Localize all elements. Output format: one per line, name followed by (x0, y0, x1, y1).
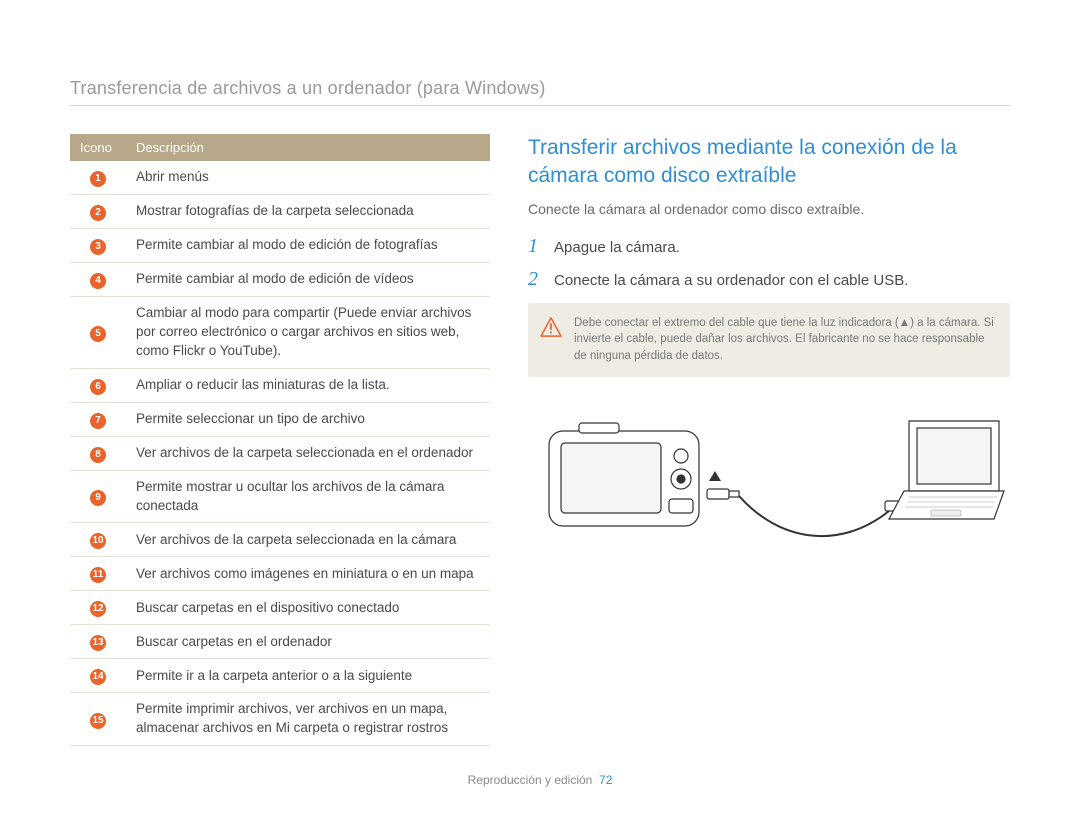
table-row: 14 Permite ir a la carpeta anterior o a l… (70, 659, 490, 693)
row-icon-cell: 4 (70, 263, 126, 297)
row-desc-cell: Permite imprimir archivos, ver archivos … (126, 693, 490, 746)
row-icon-cell: 2 (70, 195, 126, 229)
table-row: 8 Ver archivos de la carpeta seleccionada… (70, 436, 490, 470)
step-item: 2 Conecte la cámara a su ordenador con el… (528, 268, 1010, 291)
number-badge-icon: 13 (90, 635, 106, 651)
row-desc-cell: Buscar carpetas en el dispositivo conect… (126, 591, 490, 625)
row-desc-cell: Mostrar fotografías de la carpeta selecc… (126, 195, 490, 229)
number-badge-icon: 14 (90, 669, 106, 685)
table-row: 10 Ver archivos de la carpeta seleccionad… (70, 523, 490, 557)
row-icon-cell: 12 (70, 591, 126, 625)
row-desc-cell: Permite ir a la carpeta anterior o a la … (126, 659, 490, 693)
table-row: 11 Ver archivos como imágenes en miniatur… (70, 557, 490, 591)
row-desc-cell: Permite cambiar al modo de edición de fo… (126, 229, 490, 263)
number-badge-icon: 10 (90, 533, 106, 549)
row-desc-cell: Ver archivos como imágenes en miniatura … (126, 557, 490, 591)
number-badge-icon: 11 (90, 567, 106, 583)
footer-page-number: 72 (599, 773, 612, 787)
warning-icon (540, 317, 562, 337)
row-icon-cell: 11 (70, 557, 126, 591)
table-row: 2 Mostrar fotografías de la carpeta selec… (70, 195, 490, 229)
warning-text: Debe conectar el extremo del cable que t… (574, 315, 994, 365)
left-column: Icono Descripción 1 Abrir menús 2 Mostrar f… (70, 134, 490, 746)
row-desc-cell: Ver archivos de la carpeta seleccionada … (126, 523, 490, 557)
steps-list: 1 Apague la cámara. 2 Conecte la cámara a s… (528, 235, 1010, 291)
footer-section: Reproducción y edición (468, 773, 593, 787)
step-number: 1 (528, 235, 544, 258)
number-badge-icon: 8 (90, 447, 106, 463)
table-row: 6 Ampliar o reducir las miniaturas de la … (70, 368, 490, 402)
number-badge-icon: 15 (90, 713, 106, 729)
row-desc-cell: Permite seleccionar un tipo de archivo (126, 402, 490, 436)
row-desc-cell: Permite cambiar al modo de edición de ví… (126, 263, 490, 297)
row-desc-cell: Cambiar al modo para compartir (Puede en… (126, 297, 490, 369)
row-icon-cell: 7 (70, 402, 126, 436)
number-badge-icon: 9 (90, 490, 106, 506)
row-icon-cell: 5 (70, 297, 126, 369)
table-row: 5 Cambiar al modo para compartir (Puede e… (70, 297, 490, 369)
table-row: 13 Buscar carpetas en el ordenador (70, 625, 490, 659)
table-row: 1 Abrir menús (70, 161, 490, 195)
number-badge-icon: 2 (90, 205, 106, 221)
number-badge-icon: 3 (90, 239, 106, 255)
camera-laptop-illustration (528, 401, 1010, 571)
page-title: Transferencia de archivos a un ordenador… (70, 78, 1010, 106)
number-badge-icon: 7 (90, 413, 106, 429)
row-icon-cell: 6 (70, 368, 126, 402)
content-columns: Icono Descripción 1 Abrir menús 2 Mostrar f… (70, 134, 1010, 746)
row-icon-cell: 15 (70, 693, 126, 746)
number-badge-icon: 12 (90, 601, 106, 617)
th-desc: Descripción (126, 134, 490, 161)
th-icon: Icono (70, 134, 126, 161)
step-text: Conecte la cámara a su ordenador con el … (554, 272, 908, 289)
table-row: 12 Buscar carpetas en el dispositivo cone… (70, 591, 490, 625)
warning-note: Debe conectar el extremo del cable que t… (528, 303, 1010, 377)
row-icon-cell: 13 (70, 625, 126, 659)
right-column: Transferir archivos mediante la conexión… (528, 134, 1010, 746)
table-row: 3 Permite cambiar al modo de edición de f… (70, 229, 490, 263)
row-icon-cell: 14 (70, 659, 126, 693)
table-row: 4 Permite cambiar al modo de edición de v… (70, 263, 490, 297)
step-item: 1 Apague la cámara. (528, 235, 1010, 258)
number-badge-icon: 4 (90, 273, 106, 289)
table-row: 9 Permite mostrar u ocultar los archivos … (70, 470, 490, 523)
section-heading: Transferir archivos mediante la conexión… (528, 134, 1010, 191)
table-row: 7 Permite seleccionar un tipo de archivo (70, 402, 490, 436)
page-footer: Reproducción y edición 72 (0, 773, 1080, 787)
row-icon-cell: 1 (70, 161, 126, 195)
row-desc-cell: Permite mostrar u ocultar los archivos d… (126, 470, 490, 523)
number-badge-icon: 6 (90, 379, 106, 395)
row-icon-cell: 10 (70, 523, 126, 557)
row-desc-cell: Buscar carpetas en el ordenador (126, 625, 490, 659)
row-icon-cell: 8 (70, 436, 126, 470)
step-number: 2 (528, 268, 544, 291)
step-text: Apague la cámara. (554, 239, 680, 256)
table-row: 15 Permite imprimir archivos, ver archivo… (70, 693, 490, 746)
row-icon-cell: 3 (70, 229, 126, 263)
section-subheading: Conecte la cámara al ordenador como disc… (528, 201, 1010, 217)
row-desc-cell: Ver archivos de la carpeta seleccionada … (126, 436, 490, 470)
number-badge-icon: 5 (90, 326, 106, 342)
number-badge-icon: 1 (90, 171, 106, 187)
row-icon-cell: 9 (70, 470, 126, 523)
row-desc-cell: Ampliar o reducir las miniaturas de la l… (126, 368, 490, 402)
row-desc-cell: Abrir menús (126, 161, 490, 195)
icon-description-table: Icono Descripción 1 Abrir menús 2 Mostrar f… (70, 134, 490, 746)
